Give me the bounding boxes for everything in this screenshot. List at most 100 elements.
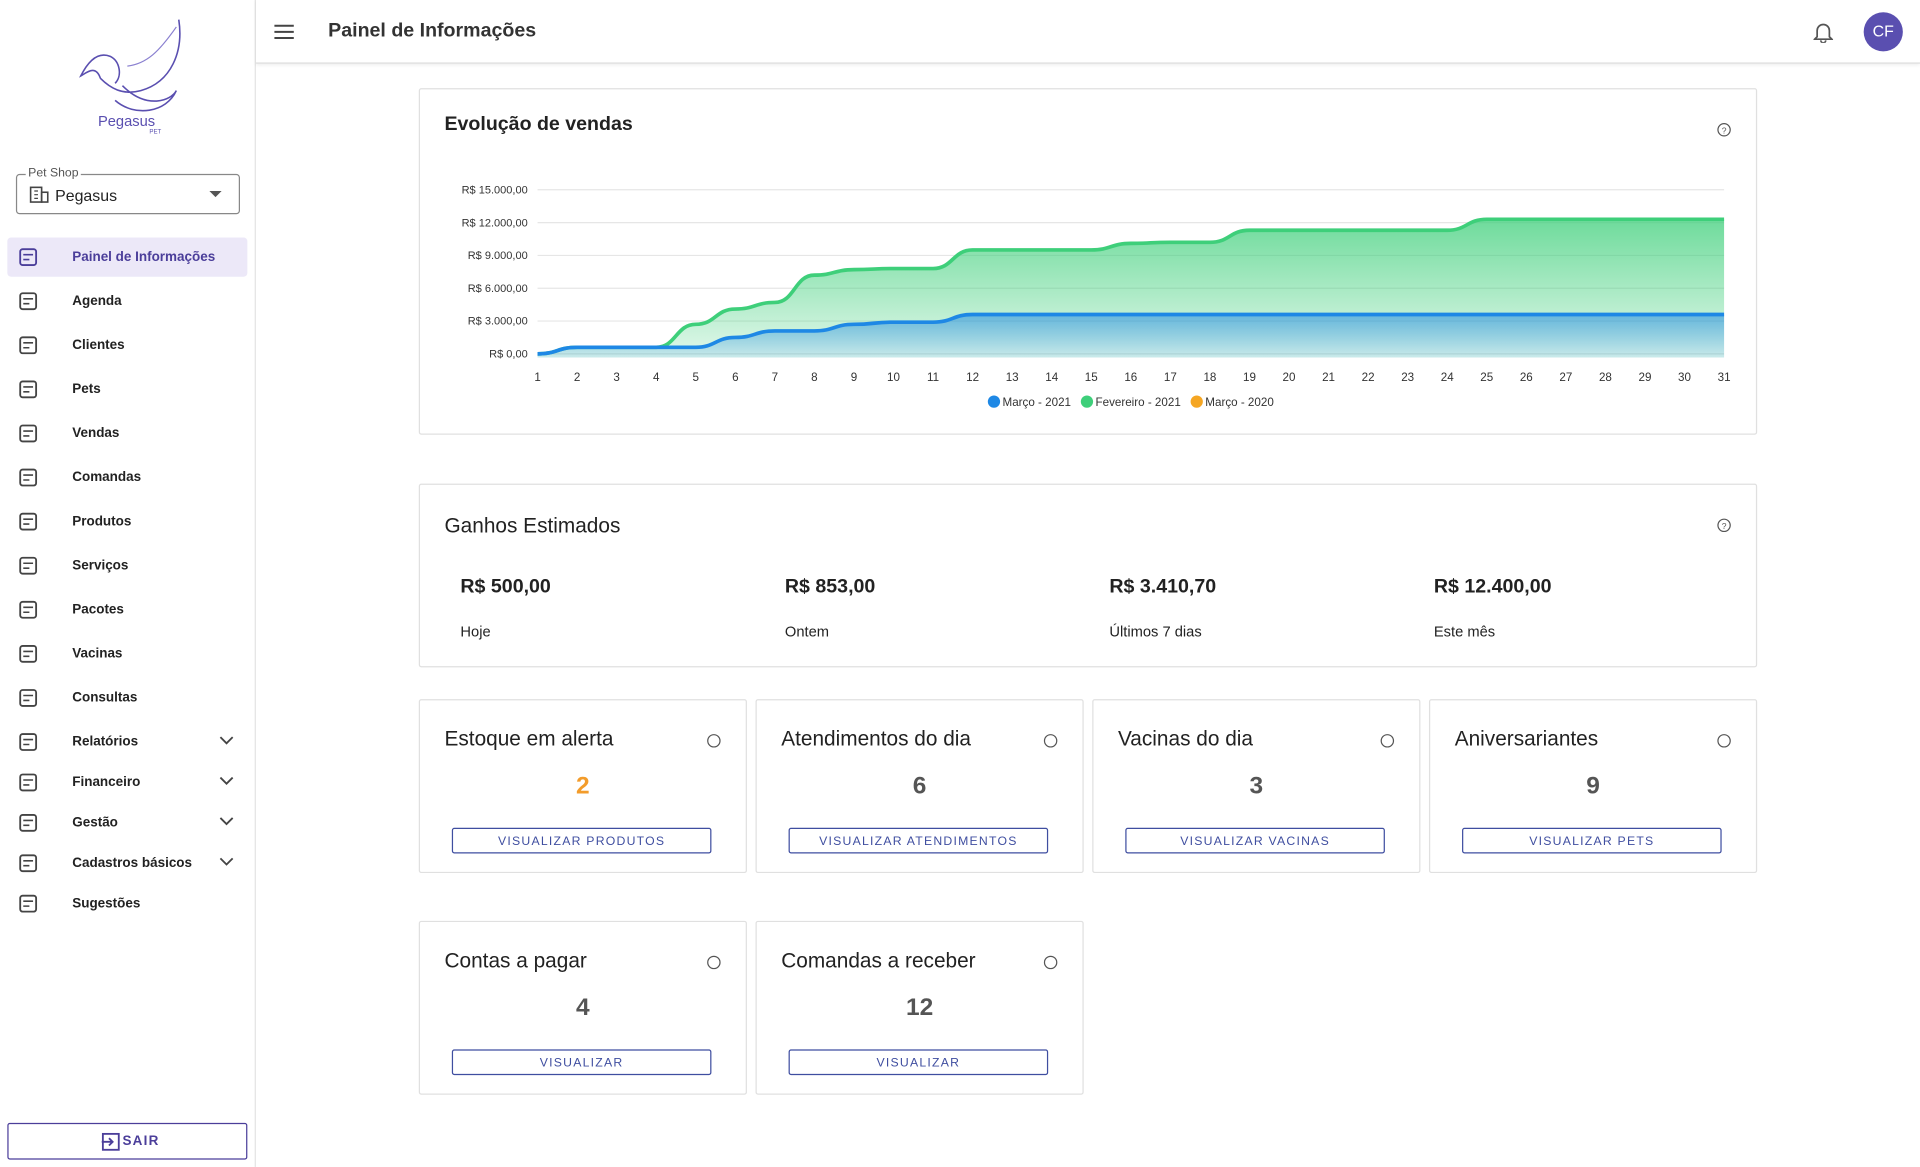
menu-item[interactable]: Cadastros básicos [7,844,247,883]
menu-item[interactable]: Pets [7,370,247,409]
help-icon[interactable] [1043,733,1058,748]
menu-label: Comandas [72,470,142,485]
help-icon[interactable] [1717,733,1732,748]
menu-icon-detail [23,650,34,658]
help-icon[interactable] [707,955,722,970]
summary-card: Aniversariantes 9 VISUALIZAR PETS [1428,699,1758,874]
x-tick-label: 22 [1362,371,1375,384]
menu-toggle[interactable] [274,24,294,39]
logout-label: SAIR [122,1133,160,1149]
menu-icon-detail [23,694,34,702]
menu-label: Pets [72,382,101,397]
y-tick-label: R$ 6.000,00 [468,283,528,295]
menu-item[interactable]: Produtos [7,502,247,541]
menu-icon [19,556,38,575]
menu-item[interactable]: Gestão [7,803,247,842]
logo-mark [79,19,181,112]
expand-chevron [219,857,234,866]
help-circle [707,955,721,970]
help-icon[interactable]: ? [1717,518,1732,533]
x-tick-label: 11 [927,371,939,384]
menu-item[interactable]: Financeiro [7,763,247,802]
help-icon[interactable] [1380,733,1395,748]
card-button[interactable]: VISUALIZAR PETS [1462,827,1722,854]
x-tick-label: 8 [811,371,817,384]
menu-icon-detail [23,819,34,827]
y-tick-label: R$ 3.000,00 [468,316,528,328]
menu-label: Consultas [72,690,138,706]
summary-card: Estoque em alerta 2 VISUALIZAR PRODUTOS [418,699,747,874]
menu-icon-detail [23,738,34,746]
x-tick-label: 3 [613,371,619,384]
menu-icon [19,600,38,619]
menu-label: Produtos [72,514,132,529]
x-tick-label: 29 [1639,371,1652,384]
help-icon[interactable]: ? [1717,123,1731,137]
card-button[interactable]: VISUALIZAR [788,1049,1049,1076]
logo-sub: PET [149,128,162,136]
menu-item[interactable]: Vacinas [7,634,247,673]
x-tick-label: 9 [851,371,857,384]
menu-icon [19,773,38,792]
menu-item[interactable]: Agenda [7,282,247,321]
x-tick-label: 25 [1480,371,1493,384]
help-circle [1043,734,1058,748]
earning-value: R$ 12.400,00 [1433,576,1552,598]
menu-icon-shape [19,645,38,663]
summary-card: Contas a pagar 4 VISUALIZAR [418,920,747,1095]
card-title: Vacinas do dia [1117,727,1253,751]
menu-item[interactable]: Clientes [7,326,247,365]
x-tick-label: 26 [1520,371,1533,384]
chevron-shape [219,736,234,745]
menu-icon-shape [19,813,38,832]
logout-button[interactable]: SAIR [7,1122,248,1160]
shop-icon [29,186,49,203]
sidebar: Pegasus PET Pet Shop Pegasus Painel de I… [0,0,256,1167]
menu-item[interactable]: Relatórios [7,722,247,761]
page-title: Painel de Informações [328,20,537,42]
menu-icon-shape [19,336,38,355]
x-tick-label: 13 [1006,371,1019,384]
card-button[interactable]: VISUALIZAR PRODUTOS [451,827,712,854]
logout-icon [101,1132,120,1151]
menu-icon-shape [19,248,38,267]
menu-item[interactable]: Vendas [7,414,247,453]
help-icon[interactable] [1043,955,1058,970]
menu-icon [19,468,38,487]
menu-icon [19,894,38,913]
card-button[interactable]: VISUALIZAR [451,1049,712,1076]
menu-icon-shape [19,600,38,619]
legend-swatch [1080,395,1094,408]
menu-item[interactable]: Painel de Informações [7,237,248,277]
menu-label: Agenda [72,293,122,309]
avatar[interactable]: CF [1863,12,1903,52]
menu-item[interactable]: Serviços [7,546,247,585]
card-button[interactable]: VISUALIZAR VACINAS [1125,827,1385,854]
menu-icon-detail [23,430,34,437]
y-tick-label: R$ 12.000,00 [462,217,528,229]
y-tick-label: R$ 0,00 [489,349,528,361]
x-tick-label: 23 [1401,371,1414,384]
help-icon[interactable] [707,733,722,748]
menu-icon-shape [19,292,38,311]
menu-item[interactable]: Comandas [7,458,247,497]
menu-icon-detail [23,474,34,481]
menu-icon-shape [19,733,38,751]
menu-item[interactable]: Sugestões [7,884,247,923]
svg-text:?: ? [1722,521,1727,531]
shop-select[interactable]: Pet Shop Pegasus [15,166,241,215]
expand-chevron [219,776,234,785]
menu-item[interactable]: Consultas [7,678,247,717]
menu-item[interactable]: Pacotes [7,590,247,629]
card-button[interactable]: VISUALIZAR ATENDIMENTOS [788,827,1049,854]
notifications[interactable] [1813,21,1834,43]
card-value: 2 [576,772,590,800]
legend: Março - 2021 Fevereiro - 2021 Março - 2020 [987,395,1274,409]
menu-icon-shape [19,894,38,913]
card-title: Comandas a receber [781,948,976,973]
dropdown-arrow [209,191,222,198]
summary-card: Atendimentos do dia 6 VISUALIZAR ATENDIMEN… [755,699,1084,874]
x-tick-label: 28 [1599,371,1612,384]
